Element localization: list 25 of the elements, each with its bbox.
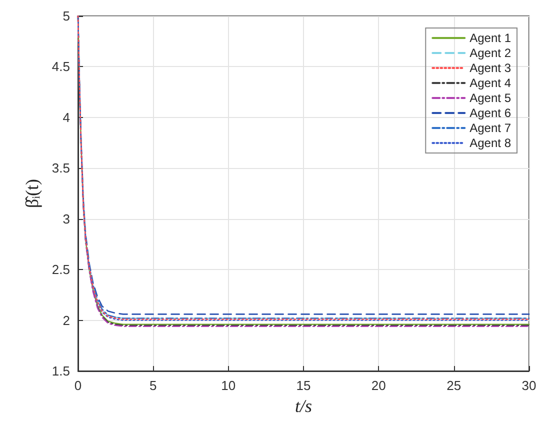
x-axis-title: t/s bbox=[294, 396, 312, 416]
x-tick-label: 10 bbox=[221, 378, 236, 393]
y-tick-label: 4.5 bbox=[52, 59, 70, 74]
y-tick-label: 2.5 bbox=[52, 262, 70, 278]
y-tick-label: 2 bbox=[62, 312, 70, 328]
x-tick-label: 5 bbox=[150, 378, 157, 393]
y-tick-label: 1.5 bbox=[52, 364, 70, 378]
legend-label: Agent 8 bbox=[470, 136, 512, 150]
x-tick-label: 20 bbox=[371, 378, 386, 393]
legend-label: Agent 6 bbox=[470, 106, 512, 120]
y-tick-label: 5 bbox=[62, 8, 70, 24]
y-tick-label: 4 bbox=[62, 110, 70, 125]
x-tick-label: 0 bbox=[74, 378, 82, 393]
legend-label: Agent 1 bbox=[470, 31, 512, 45]
x-tick-label: 25 bbox=[446, 378, 462, 393]
legend-label: Agent 4 bbox=[470, 76, 512, 90]
y-tick-label: 3 bbox=[62, 211, 70, 226]
x-tick-label: 15 bbox=[296, 378, 311, 393]
legend-label: Agent 7 bbox=[470, 121, 512, 135]
y-axis-title: β̂ᵢ(t) bbox=[22, 178, 42, 208]
legend-label: Agent 3 bbox=[470, 61, 512, 75]
x-tick-label: 30 bbox=[522, 378, 536, 393]
legend-label: Agent 2 bbox=[470, 46, 512, 60]
y-tick-label: 3.5 bbox=[52, 160, 70, 176]
legend-label: Agent 5 bbox=[470, 91, 512, 105]
